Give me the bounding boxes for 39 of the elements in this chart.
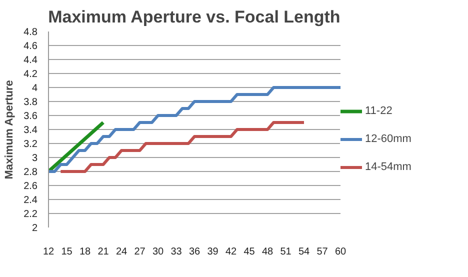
x-tick-label: 24 (116, 246, 128, 258)
y-tick-label: 3.2 (24, 139, 38, 150)
y-tick-label: 2.8 (24, 167, 38, 178)
y-tick-label: 3 (32, 153, 38, 164)
x-tick-label: 39 (207, 246, 219, 258)
y-tick-label: 4.6 (24, 41, 38, 52)
x-tick-label: 30 (152, 246, 164, 258)
y-tick-label: 2 (32, 223, 38, 234)
y-tick-label: 3.8 (24, 97, 38, 108)
y-axis-title: Maximum Aperture (4, 80, 16, 180)
y-tick-label: 2.4 (24, 195, 38, 206)
y-tick-label: 4 (32, 83, 38, 94)
line-series (48, 86, 340, 173)
y-tick-label: 2.2 (24, 209, 38, 220)
x-tick-label: 12 (42, 246, 54, 258)
x-tick-label: 21 (98, 246, 110, 258)
y-tick-label: 4.2 (24, 69, 38, 80)
x-tick-label: 36 (188, 246, 200, 258)
x-tick-label: 60 (334, 246, 346, 258)
legend-label: 11-22 (365, 105, 392, 117)
x-tick-label: 42 (225, 246, 237, 258)
y-tick-label: 4.4 (24, 55, 38, 66)
x-tick-label: 27 (134, 246, 146, 258)
x-tick-label: 57 (316, 246, 328, 258)
x-tick-label: 18 (79, 246, 91, 258)
legend-label: 12-60mm (365, 133, 412, 145)
legend-label: 14-54mm (365, 161, 412, 173)
x-tick-label: 48 (262, 246, 274, 258)
y-tick-label: 3.4 (24, 125, 38, 136)
x-tick-label: 51 (280, 246, 292, 258)
x-tick-label: 33 (170, 246, 182, 258)
y-tick-label: 4.8 (24, 27, 38, 38)
y-tick-label: 2.6 (24, 181, 38, 192)
y-tick-label: 3.6 (24, 111, 38, 122)
x-tick-label: 45 (244, 246, 256, 258)
line-series (59, 121, 306, 173)
x-tick-label: 15 (61, 246, 73, 258)
chart-title: Maximum Aperture vs. Focal Length (48, 8, 340, 26)
x-tick-label: 54 (298, 246, 310, 258)
